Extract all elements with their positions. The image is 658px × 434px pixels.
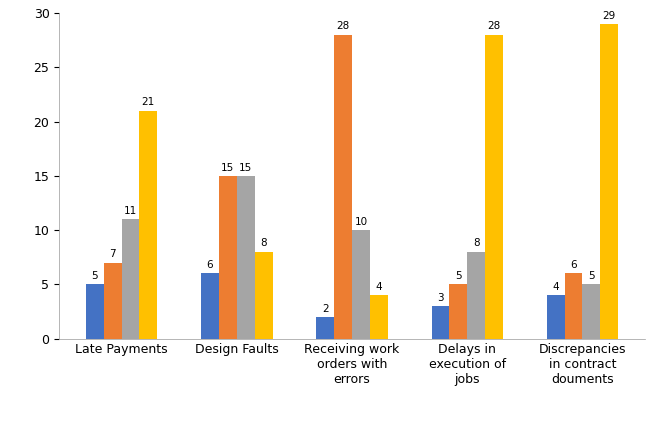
Bar [122,219,139,339]
Text: 6: 6 [570,260,577,270]
Text: 15: 15 [239,162,253,172]
Text: 5: 5 [91,271,98,281]
Bar [237,176,255,339]
Text: 6: 6 [207,260,213,270]
Bar [316,317,334,339]
Bar [370,295,388,339]
Bar [255,252,272,339]
Text: 29: 29 [603,10,616,20]
Bar [352,230,370,339]
Bar [139,111,157,339]
Text: 15: 15 [221,162,234,172]
Bar [467,252,485,339]
Text: 5: 5 [455,271,462,281]
Text: 8: 8 [473,238,480,248]
Text: 28: 28 [336,21,349,32]
Bar [432,306,449,339]
Bar [86,284,104,339]
Text: 10: 10 [355,217,368,227]
Bar [565,273,582,339]
Text: 21: 21 [141,97,155,108]
Text: 7: 7 [109,249,116,259]
Text: 3: 3 [437,293,443,303]
Bar [201,273,219,339]
Text: 28: 28 [488,21,501,32]
Bar [449,284,467,339]
Text: 5: 5 [588,271,595,281]
Bar [600,24,619,339]
Text: 8: 8 [261,238,267,248]
Bar [219,176,237,339]
Bar [334,35,352,339]
Bar [104,263,122,339]
Text: 4: 4 [376,282,382,292]
Bar [547,295,565,339]
Text: 2: 2 [322,303,328,313]
Text: 4: 4 [553,282,559,292]
Text: 11: 11 [124,206,137,216]
Bar [485,35,503,339]
Bar [582,284,600,339]
